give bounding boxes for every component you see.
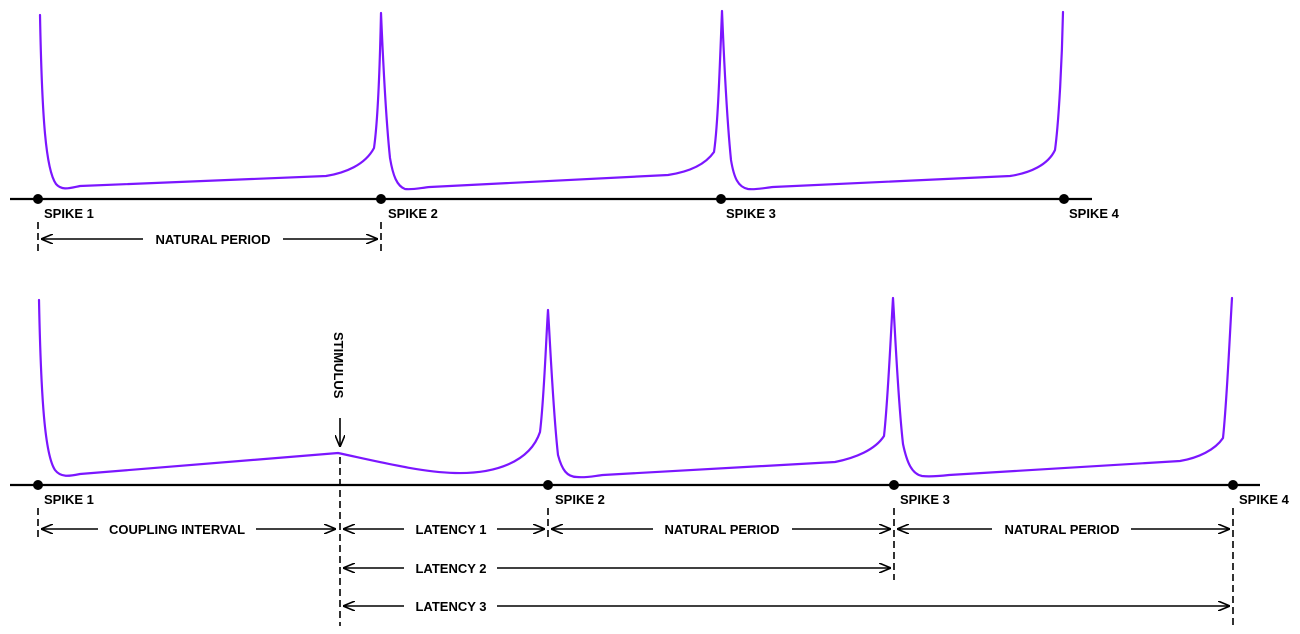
top-panel: SPIKE 1 SPIKE 2 SPIKE 3 SPIKE 4 NATURAL … xyxy=(10,9,1120,252)
top-natural-period-label: NATURAL PERIOD xyxy=(155,232,270,247)
top-spike-3-dot xyxy=(716,194,726,204)
top-spike-1-dot xyxy=(33,194,43,204)
bottom-spike-1-dot xyxy=(33,480,43,490)
stimulus-label: STIMULUS xyxy=(331,332,346,399)
bottom-panel: SPIKE 1 SPIKE 2 SPIKE 3 SPIKE 4 STIMULUS… xyxy=(10,296,1290,626)
natural-period-1-label: NATURAL PERIOD xyxy=(664,522,779,537)
latency-2-label: LATENCY 2 xyxy=(415,561,486,576)
latency-3-label: LATENCY 3 xyxy=(415,599,486,614)
latency-1-label: LATENCY 1 xyxy=(415,522,486,537)
top-spike-2-dot xyxy=(376,194,386,204)
bottom-spike-4-label: SPIKE 4 xyxy=(1239,492,1290,507)
top-spike-2-label: SPIKE 2 xyxy=(388,206,438,221)
bottom-spike-2-dot xyxy=(543,480,553,490)
bottom-spike-2-label: SPIKE 2 xyxy=(555,492,605,507)
bottom-spike-3-dot xyxy=(889,480,899,490)
top-spike-4-label: SPIKE 4 xyxy=(1069,206,1120,221)
top-spike-3-label: SPIKE 3 xyxy=(726,206,776,221)
coupling-interval-label: COUPLING INTERVAL xyxy=(109,522,245,537)
natural-period-2-label: NATURAL PERIOD xyxy=(1004,522,1119,537)
bottom-spike-1-label: SPIKE 1 xyxy=(44,492,94,507)
top-spike-4-dot xyxy=(1059,194,1069,204)
top-membrane-trace xyxy=(38,9,1065,191)
top-spike-1-label: SPIKE 1 xyxy=(44,206,94,221)
bottom-spike-4-dot xyxy=(1228,480,1238,490)
bottom-membrane-trace xyxy=(37,296,1234,479)
bottom-spike-3-label: SPIKE 3 xyxy=(900,492,950,507)
